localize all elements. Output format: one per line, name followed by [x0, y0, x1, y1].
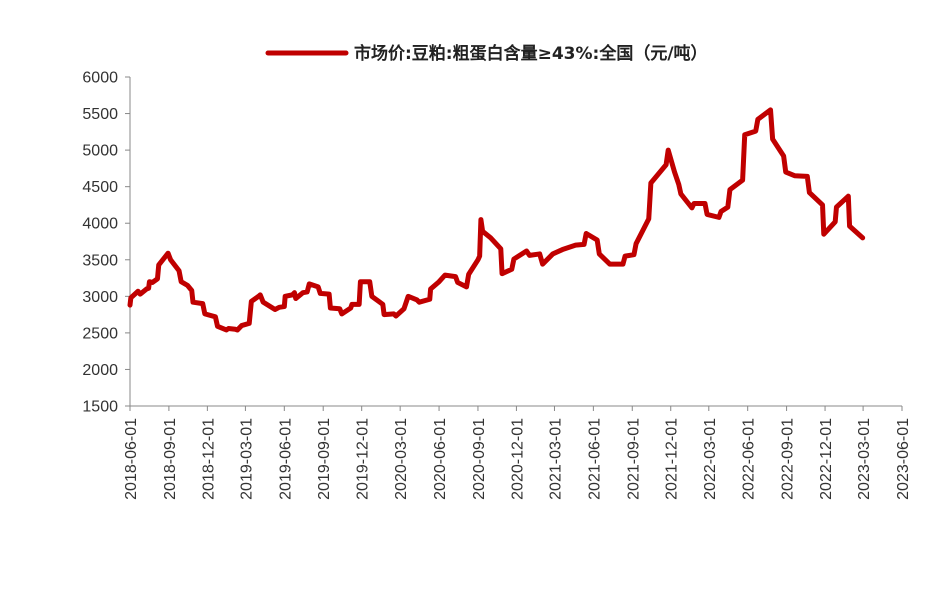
series-group — [127, 107, 866, 333]
y-axis-ticks: 1500 2000 2500 3000 3500 4000 4500 5000 5500 6000 — [82, 70, 130, 416]
legend: 市场价:豆粕:粗蛋白含量≥43%:全国（元/吨） — [265, 43, 708, 64]
y-tick-label: 4500 — [82, 179, 118, 196]
x-tick-label: 2023-03-01 — [856, 418, 873, 500]
x-tick-label: 2019-06-01 — [277, 418, 294, 500]
y-tick-label: 2500 — [82, 325, 118, 342]
y-tick-label: 4000 — [82, 216, 118, 233]
y-tick-label: 3500 — [82, 252, 118, 269]
x-tick-label: 2018-12-01 — [200, 418, 217, 500]
series-line-0 — [127, 107, 866, 333]
x-tick-label: 2019-12-01 — [355, 418, 372, 500]
x-tick-label: 2020-03-01 — [393, 418, 410, 500]
x-tick-label: 2018-09-01 — [162, 418, 179, 500]
x-tick-label: 2022-03-01 — [702, 418, 719, 500]
x-tick-label: 2022-09-01 — [780, 418, 797, 500]
x-tick-label: 2022-06-01 — [741, 418, 758, 500]
y-tick-label: 3000 — [82, 289, 118, 306]
x-tick-label: 2021-06-01 — [586, 418, 603, 500]
y-tick-label: 6000 — [82, 70, 118, 87]
y-tick-label: 2000 — [82, 362, 118, 379]
legend-label: 市场价:豆粕:粗蛋白含量≥43%:全国（元/吨） — [354, 43, 708, 64]
x-tick-label: 2021-12-01 — [664, 418, 681, 500]
axes — [129, 77, 902, 407]
x-tick-label: 2023-06-01 — [895, 418, 912, 500]
y-tick-label: 1500 — [82, 399, 118, 416]
x-tick-label: 2020-06-01 — [432, 418, 449, 500]
x-tick-label: 2020-12-01 — [509, 418, 526, 500]
x-tick-label: 2019-09-01 — [316, 418, 333, 500]
y-tick-label: 5000 — [82, 143, 118, 160]
x-tick-label: 2019-03-01 — [238, 418, 255, 500]
x-axis-ticks: 2018-06-01 2018-09-01 2018-12-01 2019-03-01… — [123, 406, 912, 500]
x-tick-label: 2020-09-01 — [471, 418, 488, 500]
x-tick-label: 2022-12-01 — [818, 418, 835, 500]
x-tick-label: 2018-06-01 — [123, 418, 140, 500]
y-tick-label: 5500 — [82, 106, 118, 123]
x-tick-label: 2021-09-01 — [625, 418, 642, 500]
x-tick-label: 2021-03-01 — [547, 418, 564, 500]
